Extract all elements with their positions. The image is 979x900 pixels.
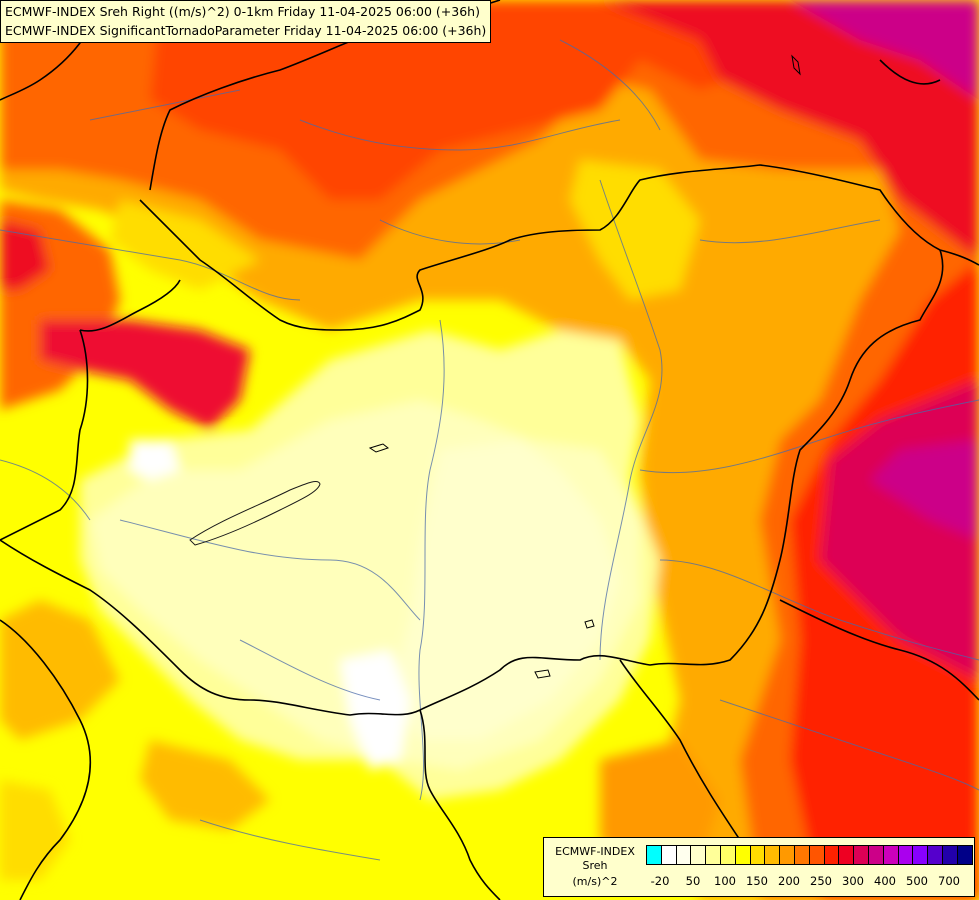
color-legend: ECMWF-INDEX Sreh (m/s)^2 -20 50 100 150 200 2… [543,837,975,897]
legend-swatch [897,845,914,865]
legend-swatch [808,845,825,865]
legend-tick-label: 200 [778,874,800,888]
legend-swatch [927,845,943,865]
rivers-and-regions [0,39,979,861]
legend-swatch [734,845,751,865]
legend-swatch [823,845,840,865]
legend-swatches [646,845,973,865]
legend-tick-label: 100 [714,874,736,888]
legend-swatch [690,845,707,865]
legend-title-variable: Sreh [582,859,608,872]
legend-tick-label: 50 [685,874,701,888]
lake-outline [189,481,321,546]
legend-tick-label: 500 [906,874,928,888]
legend-swatch [764,845,781,865]
legend-swatch [660,845,677,865]
legend-ticks: -20 50 100 150 200 250 300 400 500 700 [646,874,966,890]
legend-swatch [719,845,736,865]
legend-tick-label: 250 [810,874,832,888]
legend-swatch [941,845,958,865]
legend-swatch [793,845,810,865]
legend-swatch [779,845,795,865]
legend-swatch [867,845,884,865]
legend-swatch [705,845,721,865]
legend-swatch [675,845,692,865]
legend-tick-label: -20 [650,874,670,888]
title-line-stp: ECMWF-INDEX SignificantTornadoParameter … [5,23,487,38]
title-line-sreh: ECMWF-INDEX Sreh Right ((m/s)^2) 0-1km F… [5,4,480,19]
legend-title-model: ECMWF-INDEX [555,845,635,858]
legend-swatch [956,845,973,865]
legend-tick-label: 700 [938,874,960,888]
map-title-box: ECMWF-INDEX Sreh Right ((m/s)^2) 0-1km F… [0,0,492,43]
small-lakes [368,54,801,679]
legend-tick-label: 300 [842,874,864,888]
legend-swatch [749,845,766,865]
legend-tick-label: 400 [874,874,896,888]
legend-title-unit: (m/s)^2 [572,875,618,888]
legend-swatch [882,845,899,865]
legend-tick-label: 150 [746,874,768,888]
legend-swatch [912,845,929,865]
legend-swatch [853,845,869,865]
legend-swatch [646,845,662,865]
legend-swatch [838,845,855,865]
